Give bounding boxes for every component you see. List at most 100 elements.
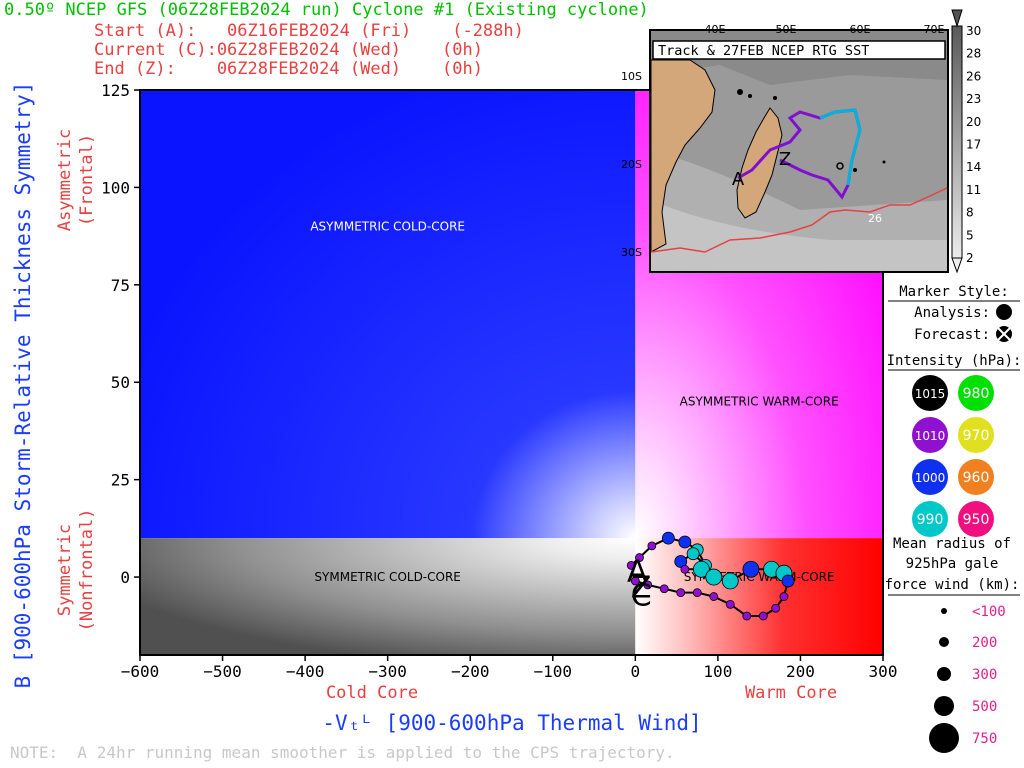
intensity-value: 1010: [915, 429, 946, 443]
intensity-legend-item: 970: [958, 417, 994, 453]
intensity-value: 1000: [915, 471, 946, 485]
intensity-swatch: [958, 375, 994, 411]
x-sublabel-warm-core: Warm Core: [745, 683, 837, 703]
x-tick-label: −500: [203, 662, 242, 681]
inset-lon-label: 60E: [850, 23, 871, 36]
intensity-value: 1015: [915, 387, 946, 401]
sst-contour-label: 26: [868, 212, 882, 225]
intensity-swatch: [912, 501, 948, 537]
inset-end-marker: Z: [779, 149, 791, 170]
y-tick-label: 25: [111, 471, 130, 490]
forecast-marker-icon: [996, 326, 1012, 342]
legend: Marker Style: Analysis: Forecast: Intens…: [885, 284, 1021, 753]
radius-label: 500: [972, 699, 997, 715]
trajectory-point: [779, 592, 789, 601]
inset-lat-label: 20S: [621, 158, 642, 171]
trajectory-point: [742, 611, 752, 621]
trajectory-point: [635, 553, 644, 562]
track-sst-inset-map: A Z 26 Track & 27FEB NCEP RTG SST 40E 50…: [621, 9, 981, 274]
radius-swatch: [941, 608, 947, 614]
sst-colorbar: [951, 9, 963, 274]
colorbar-tick-label: 26: [966, 69, 981, 83]
colorbar-tick-label: 20: [966, 115, 981, 129]
legend-forecast-label: Forecast:: [914, 327, 990, 343]
radius-swatch: [939, 637, 949, 647]
x-tick-label: −100: [534, 662, 573, 681]
analysis-marker-icon: [996, 304, 1012, 320]
trajectory-point: [659, 584, 669, 594]
radius-swatch: [929, 723, 959, 753]
y-sublabel-nonfrontal: (Nonfrontal): [77, 509, 97, 632]
radius-swatch: [937, 667, 951, 681]
intensity-legend-item: 1015: [912, 375, 948, 411]
intensity-swatch: [958, 501, 994, 537]
trajectory-point: [742, 560, 760, 578]
y-tick-label: 0: [120, 568, 130, 587]
colorbar-tick-label: 5: [966, 228, 974, 242]
trajectory-point: [661, 531, 675, 545]
trajectory-point: [705, 568, 723, 586]
intensity-swatch: [958, 459, 994, 495]
trajectory-point: [709, 592, 719, 601]
x-tick-label: 200: [786, 662, 815, 681]
radius-legend-item: 500: [934, 696, 997, 716]
y-sublabel-asymmetric: Asymmetric: [55, 129, 75, 231]
colorbar-tick-label: 8: [966, 206, 974, 220]
legend-marker-style-title: Marker Style:: [899, 284, 1009, 300]
x-tick-label: −300: [368, 662, 407, 681]
sst-26-contour: [650, 187, 948, 253]
radius-label: <100: [972, 604, 1006, 620]
intensity-value: 960: [963, 470, 990, 486]
intensity-value: 950: [963, 512, 990, 528]
intensity-legend-item: 960: [958, 459, 994, 495]
intensity-swatch: [912, 375, 948, 411]
radius-legend-item: 750: [929, 723, 997, 753]
start-marker: A: [627, 554, 648, 589]
y-axis-label: B [900-600hPa Storm-Relative Thickness S…: [11, 82, 35, 689]
colorbar-tick-label: 17: [966, 138, 981, 152]
footnote: NOTE: A 24hr running mean smoother is ap…: [10, 743, 675, 762]
trajectory-point: [692, 560, 710, 578]
intensity-swatch: [912, 459, 948, 495]
colorbar-tick-label: 30: [966, 24, 981, 38]
intensity-legend-item: 980: [958, 375, 994, 411]
intensity-value: 990: [917, 512, 944, 528]
radius-label: 750: [972, 731, 997, 747]
radius-label: 200: [972, 635, 997, 651]
x-tick-label: 100: [703, 662, 732, 681]
intensity-legend-item: 950: [958, 501, 994, 537]
trajectory-point: [758, 611, 768, 621]
radius-legend-item: 200: [939, 635, 997, 651]
radius-legend-item: <100: [941, 604, 1006, 620]
plot-frame: [139, 89, 884, 656]
inset-start-marker: A: [732, 169, 745, 190]
radius-swatch: [934, 696, 954, 716]
intensity-swatch: [912, 417, 948, 453]
y-sublabel-symmetric: Symmetric: [55, 524, 75, 616]
region-label-asymmetric-warm-core: ASYMMETRIC WARM-CORE: [680, 395, 839, 409]
intensity-legend-item: 1010: [912, 417, 948, 453]
radius-label: 300: [972, 667, 997, 683]
legend-analysis-label: Analysis:: [914, 305, 990, 321]
trajectory-point: [647, 541, 657, 551]
trajectory-point: [721, 572, 739, 590]
chart-title: 0.50º NCEP GFS (06Z28FEB2024 run) Cyclon…: [4, 0, 649, 20]
trajectory-point: [781, 574, 795, 588]
y-tick-label: 125: [101, 81, 130, 100]
trajectory-point: [678, 535, 692, 549]
radius-legend-item: 300: [937, 667, 997, 683]
region-symmetric-warm-core: [635, 538, 883, 655]
end-time-label: End (Z): 06Z28FEB2024 (Wed) (0h): [94, 59, 483, 79]
colorbar-tick-label: 23: [966, 92, 981, 106]
trajectory-point: [674, 555, 688, 568]
trajectory-point: [643, 580, 653, 590]
y-tick-label: 100: [101, 178, 130, 197]
x-tick-label: 300: [869, 662, 898, 681]
intensity-value: 980: [963, 386, 990, 402]
y-tick-label: 50: [111, 373, 130, 392]
africa-landmass: [650, 59, 716, 253]
axis-ticks: −600 −500 −400 −300 −200 −100 0 100 200 300 0 25 50 7…: [101, 81, 897, 681]
trajectory-point: [686, 547, 700, 561]
current-time-label: Current (C):06Z28FEB2024 (Wed) (0h): [94, 40, 483, 60]
